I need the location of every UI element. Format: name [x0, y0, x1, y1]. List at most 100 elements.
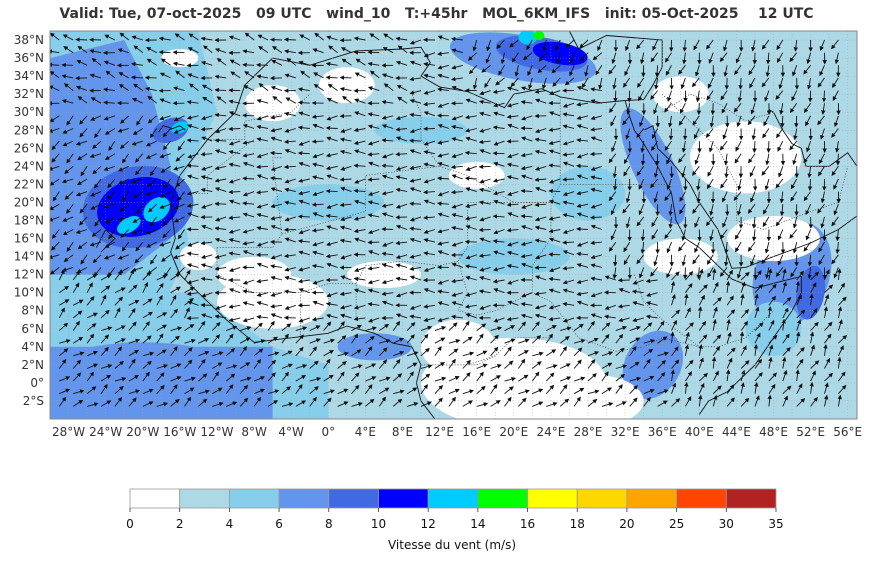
wind-arrow [90, 191, 102, 197]
wind-arrow [270, 304, 282, 309]
wind-arrow [323, 389, 335, 395]
lat-label: 10°N [14, 286, 44, 300]
colorbar-swatch [626, 488, 678, 509]
wind-arrow [186, 163, 199, 168]
wind-arrow [148, 203, 158, 213]
lon-label: 12°W [200, 425, 233, 439]
wind-arrow [118, 84, 130, 91]
wind-speed-area [532, 373, 644, 419]
colorbar-swatch [378, 488, 429, 509]
wind-arrow [242, 229, 255, 234]
wind-arrow [297, 214, 310, 219]
wind-arrow [253, 358, 262, 369]
lon-label: 20°E [499, 425, 528, 439]
lat-label: 18°N [14, 213, 44, 227]
wind-arrow [381, 251, 394, 257]
wind-arrow [242, 212, 255, 218]
wind-arrow [228, 140, 241, 146]
wind-arrow [156, 349, 167, 357]
wind-arrow [156, 324, 168, 331]
lon-label: 20°W [126, 425, 159, 439]
wind-arrow [62, 140, 74, 147]
wind-arrow [256, 164, 269, 170]
wind-arrow [239, 362, 251, 369]
wind-arrow [325, 188, 338, 194]
wind-arrow [172, 61, 185, 67]
colorbar-swatch [576, 488, 628, 509]
wind-arrow [61, 178, 74, 184]
wind-arrow [132, 191, 144, 199]
wind-arrow [186, 99, 199, 105]
wind-arrow [256, 301, 269, 306]
wind-arrow [103, 60, 116, 66]
wind-arrow [142, 281, 148, 293]
wind-arrow [100, 364, 113, 369]
colorbar-tick-label: 30 [719, 517, 734, 531]
wind-arrow [128, 389, 141, 395]
coastline [624, 100, 802, 415]
wind-arrow [270, 127, 283, 133]
wind-arrow [256, 278, 269, 284]
wind-arrow [353, 188, 366, 194]
wind-arrow [295, 334, 305, 344]
colorbar-swatch [527, 488, 578, 509]
wind-arrow [240, 376, 252, 382]
wind-arrow [367, 279, 380, 285]
wind-arrow [145, 191, 157, 196]
wind-arrow [395, 203, 408, 209]
wind-arrow [117, 165, 129, 172]
wind-arrow [228, 266, 241, 273]
lat-label: 22°N [14, 177, 44, 191]
wind-arrow [576, 163, 589, 169]
wind-arrow [228, 126, 241, 132]
wind-arrow [311, 228, 324, 233]
wind-arrow [77, 45, 88, 54]
wind-arrow [339, 149, 352, 155]
wind-arrow [198, 338, 210, 344]
wind-arrow [311, 263, 324, 269]
wind-arrow [226, 364, 238, 369]
wind-arrow [381, 174, 394, 180]
wind-arrow [337, 351, 349, 357]
wind-arrow [395, 263, 408, 268]
lat-label: 2°S [23, 394, 44, 408]
wind-arrow [794, 115, 799, 128]
wind-arrow [326, 203, 338, 209]
wind-arrow [326, 136, 338, 142]
wind-arrow [187, 174, 199, 180]
wind-arrow [114, 396, 123, 407]
wind-arrow [835, 153, 841, 166]
wind-arrow [382, 153, 394, 159]
colorbar-swatch [278, 488, 330, 509]
wind-arrow [367, 86, 380, 92]
wind-arrow [156, 364, 169, 369]
wind-arrow [198, 358, 206, 369]
wind-arrow [90, 203, 102, 210]
wind-arrow [397, 45, 408, 54]
wind-arrow [298, 317, 310, 323]
wind-arrow [340, 128, 352, 133]
wind-arrow [50, 254, 60, 260]
wind-arrow [86, 282, 93, 293]
wind-arrow [170, 398, 180, 407]
wind-arrow [72, 372, 82, 382]
wind-arrow [212, 401, 224, 407]
lat-label: 20°N [14, 195, 44, 209]
wind-arrow [201, 224, 213, 230]
wind-arrow [184, 387, 195, 395]
wind-arrow [75, 85, 88, 92]
wind-arrow [175, 178, 185, 188]
wind-arrow [187, 212, 199, 218]
wind-arrow [100, 285, 111, 294]
wind-arrow [341, 58, 352, 66]
wind-arrow [281, 333, 289, 344]
wind-arrow [353, 163, 366, 168]
wind-arrow [256, 98, 269, 104]
wind-arrow [156, 384, 165, 395]
wind-arrow [186, 115, 199, 120]
wind-arrow [339, 238, 352, 244]
country-border [170, 139, 255, 194]
wind-arrow [328, 45, 338, 54]
wind-arrow [156, 295, 163, 306]
wind-arrow [710, 103, 716, 116]
